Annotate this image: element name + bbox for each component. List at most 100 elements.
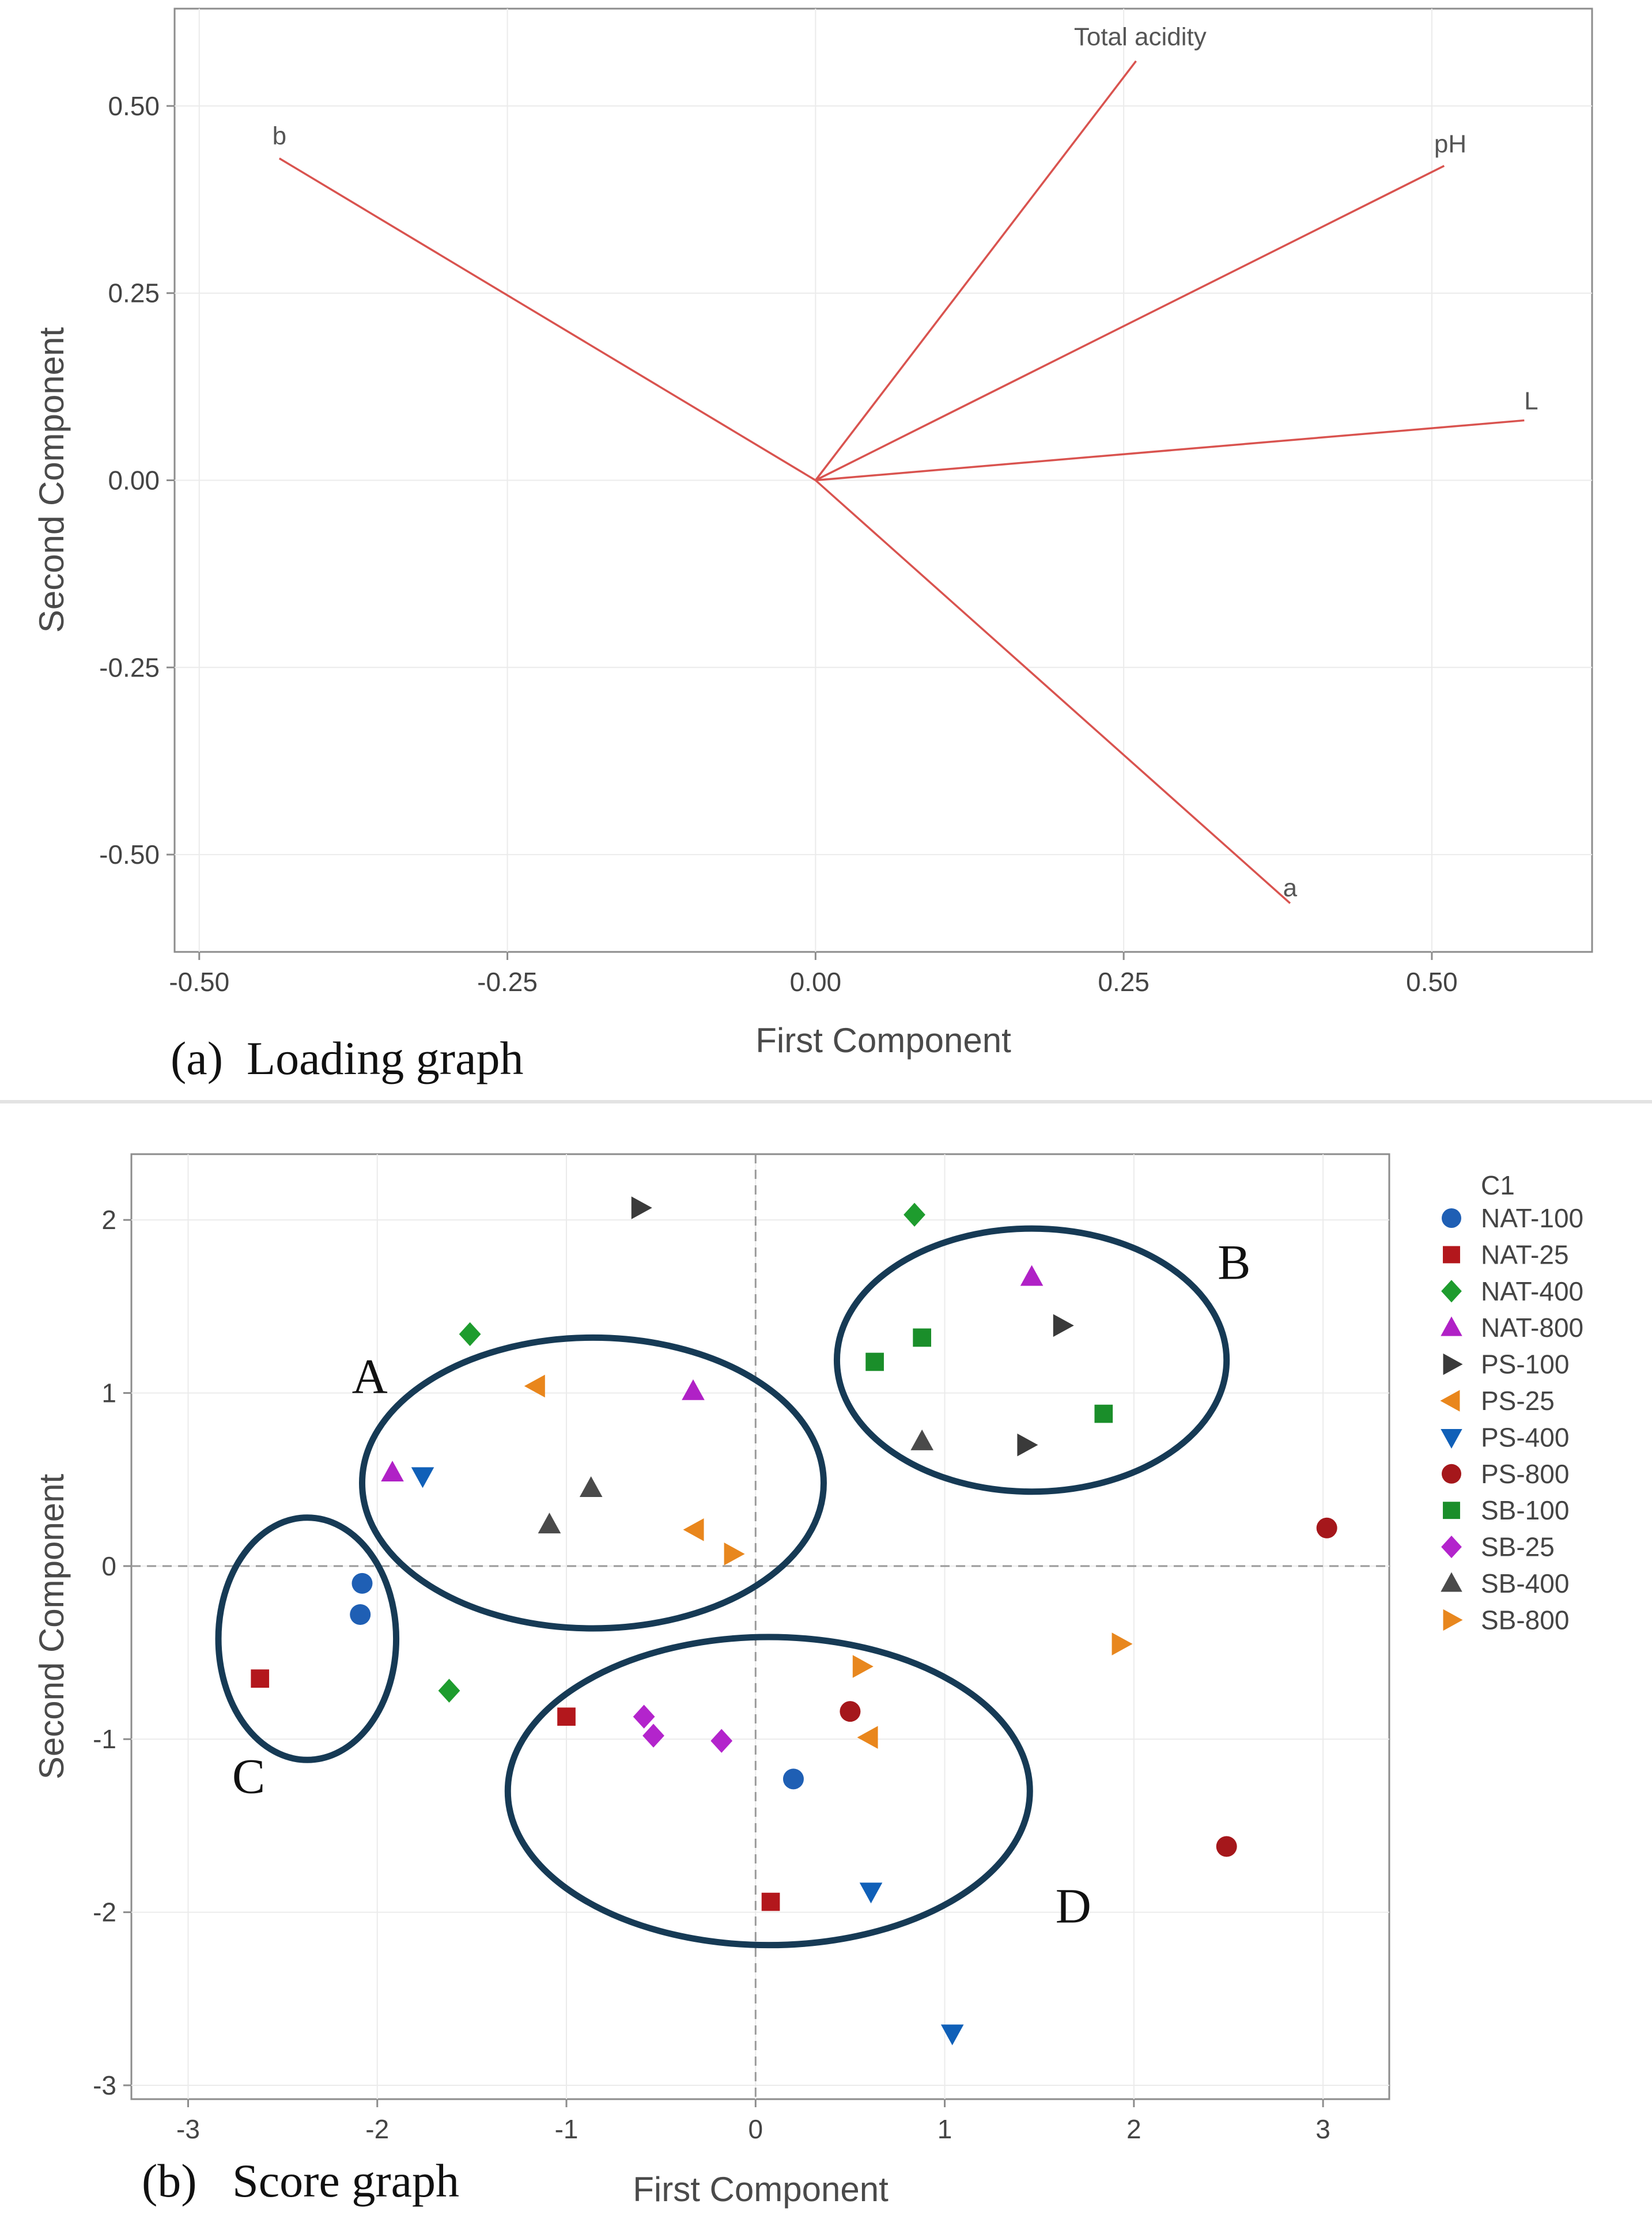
legend: C1 NAT-100 NAT-25 NAT-400 NAT-800 PS-100 PS-2… <box>1440 1170 1583 1635</box>
loading-plot-x-ticks: -0.50 -0.25 0.00 0.25 0.50 <box>169 952 1458 997</box>
score-plot: -3 -2 -1 0 1 2 3 2 1 0 -1 -2 -3 A B C D C1 NAT-100 NAT-… <box>32 1153 1583 2209</box>
score-point <box>913 1328 932 1347</box>
y-tick-label: -3 <box>93 2070 116 2100</box>
y-tick-label: 0.25 <box>108 278 160 308</box>
score-point <box>1053 1314 1074 1337</box>
score-point <box>351 1572 373 1594</box>
score-point <box>438 1679 460 1703</box>
legend-label: NAT-100 <box>1481 1203 1583 1233</box>
score-point <box>910 1429 933 1450</box>
x-tick-label: -3 <box>176 2114 200 2144</box>
score-point <box>1316 1517 1337 1538</box>
x-tick-label: 2 <box>1126 2114 1141 2144</box>
legend-marker <box>1442 1208 1461 1228</box>
score-point <box>251 1669 270 1688</box>
score-points <box>251 1196 1337 2046</box>
score-plot-frame <box>130 1153 1390 2100</box>
score-point <box>631 1196 652 1219</box>
loading-vector-label: pH <box>1434 130 1466 158</box>
y-tick-label: -0.50 <box>99 840 160 870</box>
y-tick-label: 2 <box>101 1205 116 1235</box>
score-point <box>710 1729 733 1753</box>
score-point <box>633 1704 655 1729</box>
cluster-ellipses: A B C D <box>215 1225 1251 1949</box>
score-point <box>524 1374 545 1398</box>
legend-label: PS-400 <box>1481 1422 1569 1452</box>
score-point <box>350 1604 371 1625</box>
loading-vector-label: b <box>273 122 286 150</box>
score-point <box>761 1892 780 1911</box>
score-plot-y-ticks: 2 1 0 -1 -2 -3 <box>93 1205 131 2100</box>
loading-vector-label: a <box>1283 874 1298 902</box>
legend-marker <box>1443 1609 1463 1631</box>
legend-label: SB-400 <box>1481 1568 1569 1598</box>
x-tick-label: -0.25 <box>477 967 538 997</box>
score-point <box>1216 1836 1237 1857</box>
score-plot-x-axis-label: First Component <box>633 2170 889 2209</box>
legend-marker <box>1440 1390 1460 1412</box>
score-point <box>579 1476 603 1498</box>
score-point <box>459 1322 481 1347</box>
legend-label: PS-25 <box>1481 1386 1555 1416</box>
cluster-ellipse <box>833 1225 1230 1495</box>
score-plot-reference-lines <box>131 1154 1389 2099</box>
legend-label: NAT-800 <box>1481 1313 1583 1343</box>
loading-vector-label: L <box>1524 387 1538 415</box>
x-tick-label: 3 <box>1315 2114 1330 2144</box>
score-point <box>683 1518 704 1541</box>
x-tick-label: -2 <box>365 2114 389 2144</box>
legend-label: NAT-25 <box>1481 1239 1569 1269</box>
loading-vector-line <box>814 60 1137 481</box>
y-tick-label: 0.00 <box>108 466 160 496</box>
x-tick-label: 0.50 <box>1406 967 1458 997</box>
score-point <box>1017 1433 1038 1457</box>
y-tick-label: 0 <box>101 1551 116 1581</box>
legend-marker <box>1442 1464 1461 1484</box>
cluster-label: C <box>232 1748 265 1804</box>
score-point <box>940 2024 964 2046</box>
loading-plot-x-axis-label: First Component <box>755 1021 1011 1060</box>
score-point <box>904 1203 925 1227</box>
y-tick-label: 1 <box>101 1378 116 1408</box>
x-tick-label: 0 <box>748 2114 763 2144</box>
score-point <box>381 1460 404 1481</box>
x-tick-label: -1 <box>555 2114 579 2144</box>
legend-label: PS-800 <box>1481 1459 1569 1489</box>
score-point <box>682 1379 705 1400</box>
score-point <box>857 1726 878 1749</box>
loading-vectors: Total acidity pH La b <box>273 22 1538 904</box>
legend-label: SB-100 <box>1481 1495 1569 1525</box>
legend-marker <box>1441 1572 1462 1592</box>
cluster-label: D <box>1056 1878 1091 1934</box>
y-tick-label: -2 <box>93 1897 116 1927</box>
loading-plot: -0.50 -0.25 0.00 0.25 0.50 0.50 0.25 0.00 -0.25… <box>32 7 1593 1084</box>
score-point <box>411 1467 434 1488</box>
legend-label: SB-800 <box>1481 1605 1569 1635</box>
loading-plot-caption: (a) Loading graph <box>171 1032 523 1084</box>
cluster-ellipse <box>215 1514 400 1763</box>
score-plot-caption: (b) Score graph <box>142 2154 459 2207</box>
score-point <box>1020 1265 1044 1286</box>
legend-label: PS-100 <box>1481 1349 1569 1379</box>
legend-marker <box>1441 1536 1462 1559</box>
score-point <box>865 1352 884 1371</box>
score-point <box>557 1707 576 1726</box>
x-tick-label: 1 <box>937 2114 952 2144</box>
loading-plot-y-ticks: 0.50 0.25 0.00 -0.25 -0.50 <box>99 91 175 870</box>
loading-vector-line <box>278 157 816 482</box>
y-tick-label: 0.50 <box>108 91 160 121</box>
score-point <box>538 1513 561 1534</box>
score-point <box>724 1543 745 1566</box>
score-point <box>1112 1632 1133 1655</box>
legend-marker <box>1441 1428 1462 1449</box>
legend-marker <box>1443 1246 1460 1264</box>
loading-plot-y-axis-label: Second Component <box>32 327 71 633</box>
loading-vector-line <box>815 419 1525 482</box>
cluster-ellipse <box>504 1634 1033 1949</box>
x-tick-label: 0.00 <box>790 967 842 997</box>
score-point <box>852 1655 874 1678</box>
score-plot-y-axis-label: Second Component <box>32 1473 71 1779</box>
x-tick-label: 0.25 <box>1098 967 1150 997</box>
loading-vector-line <box>815 165 1445 482</box>
